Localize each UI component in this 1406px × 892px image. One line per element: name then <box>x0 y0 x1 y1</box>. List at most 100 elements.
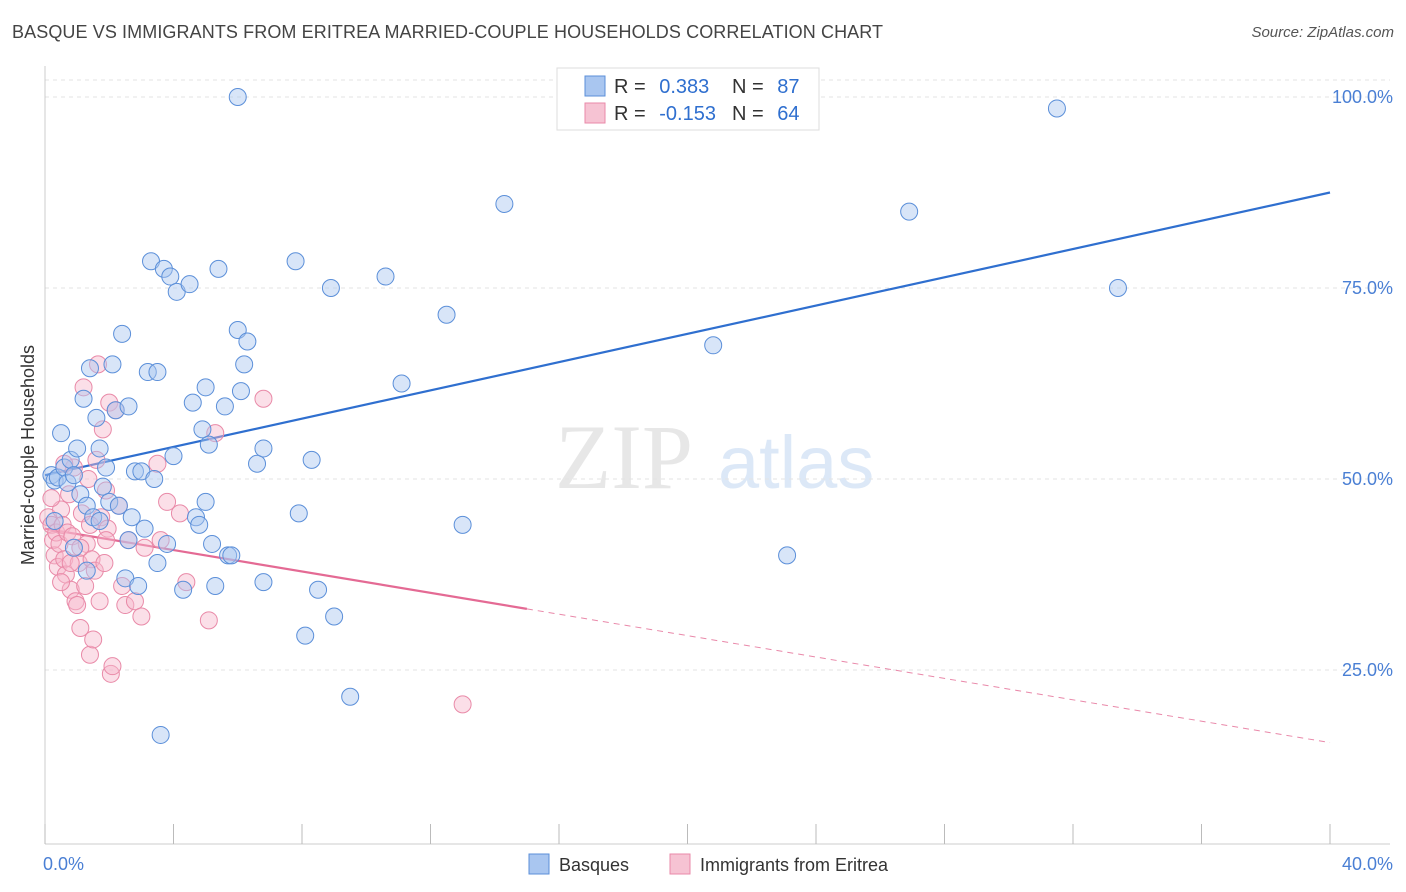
basques-point <box>90 439 109 458</box>
basques-point <box>113 324 132 343</box>
legend-r-label-eritrea: R = <box>614 103 651 125</box>
basques-point <box>199 435 218 454</box>
basques-point <box>325 607 344 626</box>
eritrea-point <box>199 611 218 630</box>
basques-point <box>161 267 180 286</box>
chart-title: BASQUE VS IMMIGRANTS FROM ERITREA MARRIE… <box>12 22 884 42</box>
eritrea-point <box>68 596 87 615</box>
basques-point <box>129 576 148 595</box>
eritrea-point <box>84 630 103 649</box>
basques-point <box>392 374 411 393</box>
basques-point <box>231 382 250 401</box>
eritrea-point <box>101 664 120 683</box>
basques-point <box>138 363 157 382</box>
x-tick-label: 0.0% <box>43 854 84 874</box>
basques-point <box>119 397 138 416</box>
bottom-legend-eritrea: Immigrants from Eritrea <box>700 855 889 875</box>
svg-text:N = 64: N = 64 <box>732 103 800 125</box>
basques-point <box>238 332 257 351</box>
eritrea-point <box>132 607 151 626</box>
basques-point <box>222 546 241 565</box>
basques-point <box>289 504 308 523</box>
basques-point <box>437 305 456 324</box>
basques-point <box>1108 279 1127 297</box>
eritrea-point <box>95 554 114 573</box>
basques-point <box>55 458 74 477</box>
legend-swatch-eritrea <box>584 102 606 124</box>
stats-legend: R = 0.383 N = 87 R = -0.153 N = 64 <box>556 67 820 131</box>
basques-point <box>778 546 797 565</box>
eritrea-point <box>61 554 80 573</box>
basques-point <box>109 496 128 515</box>
eritrea-trend-line <box>44 527 528 610</box>
basques-point <box>64 538 83 557</box>
eritrea-point <box>61 580 80 599</box>
eritrea-point <box>76 576 95 595</box>
svg-text:R = -0.153: R = -0.153 <box>614 103 716 125</box>
basques-point <box>58 473 77 492</box>
legend-r-value-eritrea: -0.153 <box>659 103 716 125</box>
svg-text:N = 87: N = 87 <box>732 76 800 98</box>
basques-point <box>158 534 177 553</box>
basques-point <box>321 279 340 297</box>
basques-point <box>148 363 167 382</box>
basques-point <box>341 687 360 706</box>
eritrea-point <box>42 489 61 508</box>
eritrea-point <box>45 546 64 565</box>
legend-r-value-basques: 0.383 <box>659 76 709 98</box>
eritrea-point <box>254 389 273 408</box>
basques-point <box>376 267 395 286</box>
basques-point <box>228 88 247 106</box>
basques-point <box>302 450 321 469</box>
basques-point <box>1047 99 1066 118</box>
basques-point <box>235 355 254 374</box>
basques-point <box>154 259 173 278</box>
y-tick-label: 50.0% <box>1342 469 1393 489</box>
basques-point <box>48 468 67 487</box>
basques-point <box>164 447 183 466</box>
basques-point <box>254 573 273 592</box>
basques-point <box>196 492 215 511</box>
basques-point <box>900 202 919 221</box>
basques-points <box>42 88 1127 744</box>
watermark-zip: ZIP <box>555 406 693 508</box>
basques-point <box>209 259 228 278</box>
basques-point <box>296 626 315 645</box>
bottom-legend-swatch-basques <box>528 853 550 875</box>
basques-point <box>64 466 83 485</box>
basques-point <box>68 439 87 458</box>
eritrea-point <box>87 450 106 469</box>
y-tick-label: 100.0% <box>1332 87 1393 107</box>
basques-point <box>193 420 212 439</box>
legend-n-label-eritrea: N = <box>732 103 769 125</box>
basques-point <box>183 393 202 412</box>
basques-point <box>87 408 106 427</box>
basques-point <box>77 496 96 515</box>
basques-point <box>309 580 328 599</box>
legend-n-label-basques: N = <box>732 76 769 98</box>
eritrea-point <box>71 618 90 637</box>
basques-point <box>61 450 80 469</box>
x-tick-label: 40.0% <box>1342 854 1393 874</box>
basques-point <box>74 389 93 408</box>
eritrea-point <box>453 695 472 714</box>
eritrea-trend-extension <box>526 608 1331 744</box>
basques-point <box>122 508 141 527</box>
eritrea-point <box>158 492 177 511</box>
y-tick-label: 25.0% <box>1342 660 1393 680</box>
eritrea-point <box>103 657 122 676</box>
source-label: Source: ZipAtlas.com <box>1251 24 1394 41</box>
basques-point <box>196 378 215 397</box>
eritrea-point <box>100 393 119 412</box>
svg-text:R = 0.383: R = 0.383 <box>614 76 709 98</box>
trend-lines <box>44 191 1331 744</box>
basques-trend-line <box>44 191 1331 477</box>
basques-point <box>145 470 164 488</box>
basques-point <box>90 512 109 531</box>
basques-point <box>100 492 119 511</box>
legend-swatch-basques <box>584 75 606 97</box>
eritrea-point <box>148 454 167 473</box>
eritrea-point <box>116 596 135 615</box>
bottom-legend-basques: Basques <box>559 855 629 875</box>
